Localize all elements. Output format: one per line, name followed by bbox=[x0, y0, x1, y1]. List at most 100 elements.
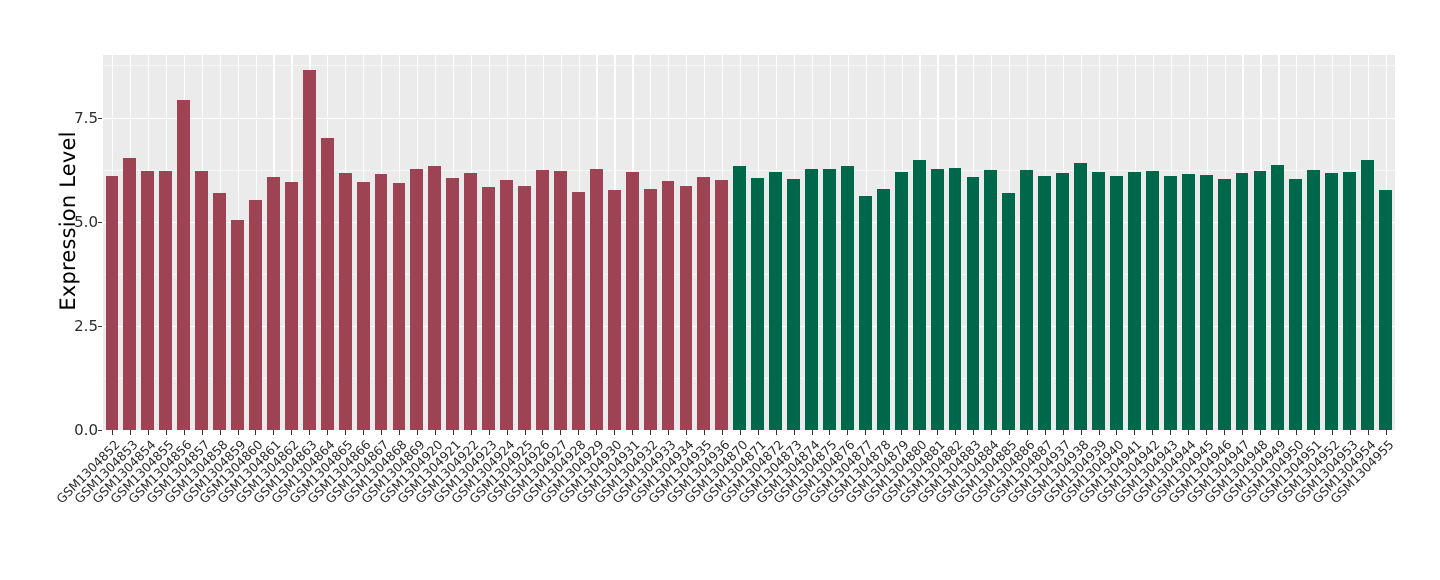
x-tick-cell bbox=[551, 430, 569, 435]
y-tick-mark bbox=[98, 325, 102, 327]
gridline-minor-y bbox=[103, 273, 1395, 275]
x-tick-mark bbox=[1224, 430, 1226, 435]
bar[interactable] bbox=[1145, 170, 1159, 430]
bar[interactable] bbox=[1235, 173, 1249, 430]
bar[interactable] bbox=[1074, 162, 1088, 430]
bar-cell bbox=[785, 55, 803, 430]
y-tick-mark bbox=[98, 221, 102, 223]
bar[interactable] bbox=[661, 180, 675, 430]
bar[interactable] bbox=[123, 158, 137, 430]
bar-cell bbox=[1377, 55, 1395, 430]
bar[interactable] bbox=[177, 99, 191, 430]
bar[interactable] bbox=[1002, 192, 1016, 430]
bar[interactable] bbox=[249, 200, 262, 430]
bar[interactable] bbox=[500, 180, 514, 430]
bar[interactable] bbox=[141, 170, 155, 430]
bar[interactable] bbox=[571, 191, 585, 430]
bar-cell bbox=[534, 55, 552, 430]
bar[interactable] bbox=[625, 171, 639, 430]
bar[interactable] bbox=[266, 176, 280, 430]
x-tick-cell bbox=[1108, 430, 1126, 435]
bar[interactable] bbox=[930, 169, 944, 430]
bar-cell bbox=[157, 55, 175, 430]
x-tick-mark bbox=[1044, 430, 1046, 435]
x-tick-cell bbox=[785, 430, 803, 435]
bar[interactable] bbox=[195, 170, 209, 430]
bar[interactable] bbox=[356, 182, 370, 430]
x-tick-mark bbox=[524, 430, 526, 435]
x-tick-mark bbox=[937, 430, 939, 435]
bar[interactable] bbox=[1056, 173, 1070, 430]
bar[interactable] bbox=[1199, 175, 1213, 430]
bar-cell bbox=[767, 55, 785, 430]
bar[interactable] bbox=[1127, 171, 1141, 430]
bar[interactable] bbox=[984, 170, 998, 430]
x-tick-cell bbox=[982, 430, 1000, 435]
bar[interactable] bbox=[284, 182, 298, 430]
bar[interactable] bbox=[1038, 175, 1052, 430]
x-tick-cell bbox=[856, 430, 874, 435]
bar[interactable] bbox=[894, 171, 908, 430]
bar[interactable] bbox=[1217, 179, 1231, 430]
bar[interactable] bbox=[858, 195, 872, 430]
bar[interactable] bbox=[1253, 170, 1267, 430]
bar[interactable] bbox=[840, 165, 854, 430]
bar-cell bbox=[1323, 55, 1341, 430]
bar[interactable] bbox=[1379, 190, 1392, 430]
bar-cell bbox=[964, 55, 982, 430]
x-tick-mark bbox=[1242, 430, 1244, 435]
bar[interactable] bbox=[105, 175, 119, 430]
bar[interactable] bbox=[1343, 171, 1357, 430]
bar-cell bbox=[462, 55, 480, 430]
bar[interactable] bbox=[1092, 171, 1105, 430]
bar[interactable] bbox=[231, 220, 244, 430]
bar-cell bbox=[623, 55, 641, 430]
bar[interactable] bbox=[518, 185, 531, 430]
bar[interactable] bbox=[912, 160, 926, 430]
bar[interactable] bbox=[553, 170, 567, 430]
bar[interactable] bbox=[338, 172, 352, 430]
bar[interactable] bbox=[410, 169, 424, 430]
bar[interactable] bbox=[823, 169, 836, 430]
bar[interactable] bbox=[1181, 174, 1195, 430]
bar-cell bbox=[551, 55, 569, 430]
bar[interactable] bbox=[392, 183, 406, 430]
bar[interactable] bbox=[1325, 172, 1339, 430]
bar[interactable] bbox=[213, 192, 227, 430]
x-tick-cell bbox=[516, 430, 534, 435]
bar[interactable] bbox=[1361, 160, 1375, 430]
bar[interactable] bbox=[966, 176, 980, 430]
bar[interactable] bbox=[751, 178, 765, 430]
bar[interactable] bbox=[302, 69, 316, 430]
bar[interactable] bbox=[1289, 179, 1303, 430]
bar[interactable] bbox=[536, 170, 549, 430]
bar[interactable] bbox=[769, 171, 783, 430]
bar[interactable] bbox=[159, 170, 173, 430]
bar[interactable] bbox=[482, 186, 496, 430]
bar[interactable] bbox=[787, 179, 801, 430]
bar[interactable] bbox=[805, 169, 818, 430]
bar[interactable] bbox=[876, 189, 890, 430]
bar[interactable] bbox=[464, 173, 478, 430]
bar[interactable] bbox=[374, 174, 388, 430]
bar[interactable] bbox=[428, 165, 442, 430]
bar[interactable] bbox=[320, 138, 334, 430]
bar[interactable] bbox=[1110, 175, 1123, 430]
bar[interactable] bbox=[1020, 170, 1034, 430]
bar[interactable] bbox=[715, 180, 729, 430]
bar[interactable] bbox=[733, 165, 747, 430]
bar[interactable] bbox=[643, 189, 657, 430]
bar[interactable] bbox=[948, 168, 962, 430]
bar[interactable] bbox=[607, 190, 621, 430]
bar[interactable] bbox=[446, 177, 460, 430]
bar-cell bbox=[175, 55, 193, 430]
bar[interactable] bbox=[589, 169, 603, 430]
x-tick-cell bbox=[1359, 430, 1377, 435]
bar[interactable] bbox=[679, 185, 693, 430]
x-tick-mark bbox=[1331, 430, 1333, 435]
bar[interactable] bbox=[697, 176, 711, 430]
y-tick-mark bbox=[98, 430, 102, 431]
bar[interactable] bbox=[1271, 165, 1285, 430]
bar[interactable] bbox=[1307, 170, 1321, 430]
bar[interactable] bbox=[1163, 175, 1177, 430]
